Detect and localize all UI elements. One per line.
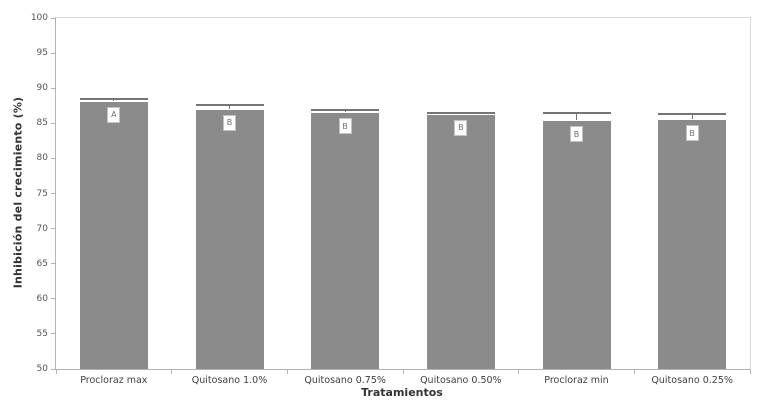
y-tick-mark (51, 368, 55, 370)
error-bar-cap (426, 112, 495, 115)
x-category-label: Quitosano 1.0% (191, 375, 268, 386)
y-tick-mark (51, 193, 55, 194)
x-tick-mark (286, 370, 288, 374)
significance-letter-badge: B (570, 126, 583, 143)
significance-letter-badge: B (223, 114, 236, 131)
y-tick-mark (51, 122, 55, 124)
y-tick-mark (51, 263, 55, 265)
error-bar-cap (311, 108, 380, 111)
x-category-label: Procloraz max (80, 375, 148, 386)
y-tick-mark (51, 52, 55, 54)
y-tick-label: 60 (36, 293, 48, 304)
x-tick-mark (171, 370, 173, 374)
x-tick-mark (749, 370, 751, 374)
error-bar-line (229, 105, 230, 109)
bar (79, 101, 148, 369)
error-bar-line (576, 112, 577, 121)
plot-area: 50 55 60 65 70 75 80 85 90 95 100 A Procloraz max B Qu… (31, 13, 751, 386)
x-tick-mark (55, 370, 57, 374)
y-tick-mark (51, 87, 55, 89)
error-bar-line (344, 109, 346, 113)
y-tick-label: 65 (36, 258, 48, 269)
bar (195, 109, 264, 369)
y-tick-label: 70 (36, 223, 48, 234)
x-category-label: Quitosano 0.25% (651, 375, 733, 386)
x-tick-mark (518, 370, 520, 374)
y-tick-mark (51, 298, 55, 300)
x-axis-title: Tratamientos (361, 386, 443, 399)
y-tick-label: 95 (36, 48, 48, 59)
y-tick-label: 80 (36, 153, 48, 164)
bar (426, 114, 495, 369)
y-tick-label: 50 (36, 364, 48, 374)
x-category-label: Quitosano 0.50% (420, 375, 502, 386)
error-bar-cap (658, 113, 727, 116)
y-tick-mark (51, 157, 55, 159)
y-tick-label: 75 (36, 188, 48, 199)
bar (311, 113, 380, 369)
error-bar-cap (542, 111, 611, 114)
bar (542, 121, 611, 369)
x-category-label: Quitosano 0.75% (304, 375, 386, 386)
error-bar-line (691, 114, 693, 120)
y-tick-label: 55 (36, 328, 48, 339)
error-bar-cap (79, 98, 148, 101)
y-tick-label: 100 (30, 13, 48, 23)
y-tick-label: 85 (36, 118, 48, 129)
significance-letter-badge: B (454, 119, 468, 136)
error-bar-cap (195, 104, 264, 107)
x-category-label: Procloraz min (544, 375, 609, 386)
x-tick-mark (402, 370, 404, 374)
x-tick-mark (633, 370, 635, 374)
significance-letter-badge: B (338, 118, 352, 135)
y-tick-mark (51, 17, 55, 19)
y-tick-mark (51, 228, 55, 230)
y-tick-mark (51, 333, 55, 335)
y-tick-label: 90 (36, 83, 48, 94)
significance-letter-badge: B (685, 125, 699, 142)
significance-letter-badge: A (107, 106, 121, 123)
bar (658, 120, 727, 369)
